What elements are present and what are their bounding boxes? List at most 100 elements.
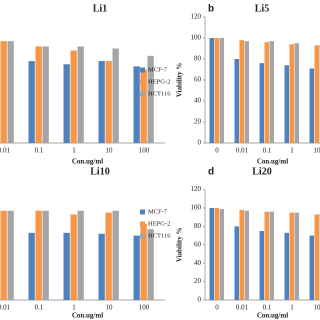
x-tick-label: 0.01 xyxy=(0,147,11,155)
y-tick-label: 100 xyxy=(191,204,202,212)
panel-label: b xyxy=(208,4,214,15)
bar xyxy=(7,210,14,300)
bar xyxy=(209,38,214,143)
bar xyxy=(269,211,274,300)
bar xyxy=(259,231,264,300)
bar xyxy=(112,210,119,300)
bar xyxy=(63,64,70,143)
bar xyxy=(42,46,49,143)
legend-label: HEPG-2 xyxy=(148,220,170,227)
panel-label: d xyxy=(208,167,214,178)
bar xyxy=(0,210,7,300)
y-tick-label: 60 xyxy=(194,240,202,248)
legend-swatch xyxy=(140,79,145,85)
bar xyxy=(309,235,314,300)
y-axis-title: Viability % xyxy=(176,63,184,98)
y-tick-label: 80 xyxy=(194,55,202,63)
chart-title: Li20 xyxy=(252,166,271,177)
legend-label: MCF-7 xyxy=(148,66,168,73)
legend-label: HCT116 xyxy=(148,90,171,97)
bar xyxy=(214,38,219,143)
x-tick-label: 10 xyxy=(314,304,320,312)
y-tick-label: 20 xyxy=(194,118,202,126)
bar xyxy=(289,212,294,300)
x-tick-label: 1 xyxy=(290,304,294,312)
bar xyxy=(98,61,105,143)
bar xyxy=(244,210,249,300)
bar xyxy=(35,46,42,143)
chart-title: Li1 xyxy=(93,3,107,14)
x-axis-title: Con.ug/ml xyxy=(257,312,288,320)
x-tick-label: 10 xyxy=(106,147,114,155)
x-tick-label: 100 xyxy=(139,304,150,312)
y-tick-label: 40 xyxy=(194,259,202,267)
bar xyxy=(234,226,239,300)
bar xyxy=(105,212,112,300)
bar xyxy=(0,41,7,143)
bar xyxy=(264,42,269,144)
legend-swatch xyxy=(140,209,145,215)
bar xyxy=(294,212,299,300)
bar xyxy=(269,41,274,143)
x-axis-title: Con.ug/ml xyxy=(72,312,103,320)
bar xyxy=(105,61,112,143)
bar xyxy=(77,210,84,300)
x-tick-label: 0.01 xyxy=(236,304,249,312)
bar xyxy=(42,210,49,300)
bar xyxy=(147,55,154,143)
bar xyxy=(214,208,219,300)
y-tick-label: 0 xyxy=(198,139,202,147)
bar xyxy=(70,214,77,300)
bar xyxy=(7,41,14,143)
y-tick-label: 100 xyxy=(191,34,202,42)
bar xyxy=(239,209,244,300)
x-tick-label: 0.01 xyxy=(0,304,11,312)
chart-title: Li10 xyxy=(90,166,109,177)
bar xyxy=(77,46,84,143)
bar xyxy=(284,65,289,143)
bar xyxy=(98,233,105,300)
bar xyxy=(133,66,140,143)
x-axis-title: Con.ug/ml xyxy=(257,158,288,166)
bar xyxy=(70,50,77,143)
bar xyxy=(259,63,264,144)
bar xyxy=(314,214,319,300)
y-tick-label: 20 xyxy=(194,277,202,285)
x-tick-label: 0 xyxy=(215,147,219,155)
bar xyxy=(209,208,214,300)
x-tick-label: 10 xyxy=(106,304,114,312)
bar xyxy=(219,208,224,300)
legend-swatch xyxy=(140,233,145,239)
y-tick-label: 40 xyxy=(194,97,202,105)
x-tick-label: 0.01 xyxy=(236,147,249,155)
x-tick-label: 1 xyxy=(72,304,76,312)
x-tick-label: 0.1 xyxy=(263,147,272,155)
y-axis-title: Viability % xyxy=(176,228,184,263)
y-tick-label: 60 xyxy=(194,76,202,84)
bar xyxy=(284,232,289,300)
bar xyxy=(140,69,147,143)
x-tick-label: 100 xyxy=(139,147,150,155)
legend-label: HEPG-2 xyxy=(148,78,170,85)
bar xyxy=(112,48,119,143)
x-tick-label: 1 xyxy=(290,147,294,155)
bar xyxy=(264,211,269,300)
bar xyxy=(28,232,35,300)
x-axis-title: Con.ug/ml xyxy=(72,158,103,166)
bar xyxy=(314,45,319,143)
bar xyxy=(309,68,314,143)
legend-swatch xyxy=(140,221,145,227)
chart-title: Li5 xyxy=(255,3,269,14)
bar xyxy=(140,223,147,300)
legend-swatch xyxy=(140,91,145,97)
bar xyxy=(219,38,224,143)
bar xyxy=(63,232,70,300)
bar xyxy=(28,61,35,143)
bar xyxy=(294,43,299,143)
bar xyxy=(35,210,42,300)
bar xyxy=(133,235,140,300)
x-tick-label: 0 xyxy=(215,304,219,312)
x-tick-label: 1 xyxy=(72,147,76,155)
bar xyxy=(147,229,154,300)
